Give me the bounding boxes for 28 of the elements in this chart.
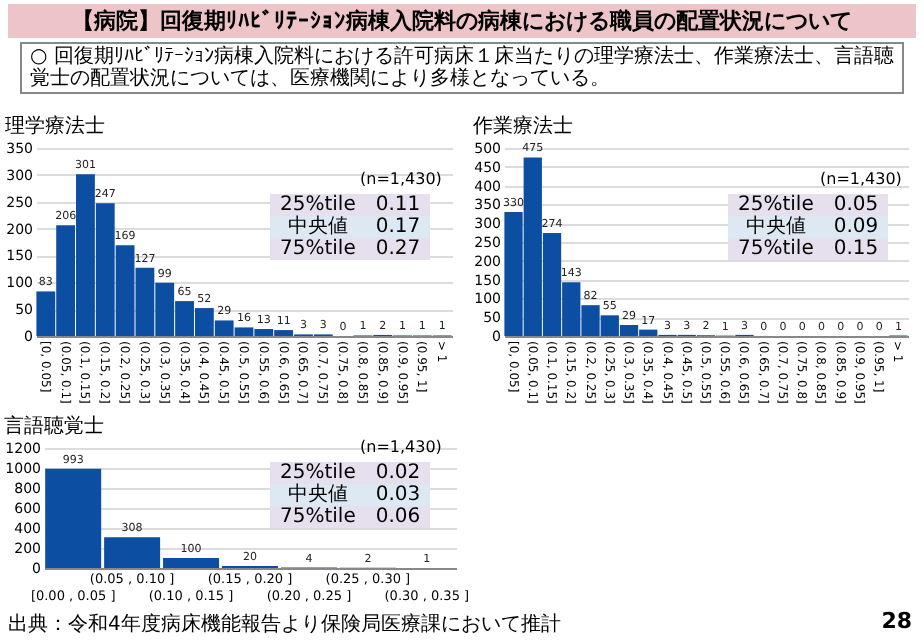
- y-axis-title: 理学療法士: [5, 114, 106, 138]
- chart-subtitle: ○ 回復期ﾘﾊﾋﾞﾘﾃｰｼｮﾝ病棟入院料における許可病床１床当たりの理学療法士、作業療法士、言語聴覚士の配置状況については、医療機関により多様となっている。: [20, 42, 904, 94]
- annotation: 中央値: [285, 216, 350, 238]
- annotation: 25%tile: [736, 194, 816, 216]
- annotation: (n=1,430): [360, 170, 442, 188]
- annotation: 75%tile: [278, 506, 358, 528]
- source-note: 出典：令和4年度病床機能報告より保険局医療課において推計: [8, 611, 561, 638]
- annotation: 25%tile: [278, 194, 358, 216]
- annotation: 0.03: [373, 484, 423, 506]
- annotation: 75%tile: [278, 238, 358, 260]
- annotation: 0.09: [831, 216, 881, 238]
- y-axis-title: 言語聴覚士: [4, 414, 105, 438]
- text: 28: [881, 608, 912, 634]
- annotation: 0.27: [373, 238, 423, 260]
- annotation: 25%tile: [278, 462, 358, 484]
- annotation: 0.02: [373, 462, 423, 484]
- annotation: (n=1,430): [820, 170, 902, 188]
- annotation: 中央値: [743, 216, 808, 238]
- y-axis-title: 作業療法士: [471, 114, 574, 138]
- annotation: 中央値: [285, 484, 350, 506]
- annotation: 0.17: [373, 216, 423, 238]
- annotation: 0.06: [373, 506, 423, 528]
- annotation: 0.11: [373, 194, 423, 216]
- annotation: 75%tile: [736, 238, 816, 260]
- annotation: (n=1,430): [360, 438, 442, 456]
- annotation: 0.05: [831, 194, 881, 216]
- annotation: 0.15: [831, 238, 881, 260]
- chart-title: 【病院】回復期ﾘﾊﾋﾞﾘﾃｰｼｮﾝ病棟入院料の病棟における職員の配置状況について: [8, 4, 916, 38]
